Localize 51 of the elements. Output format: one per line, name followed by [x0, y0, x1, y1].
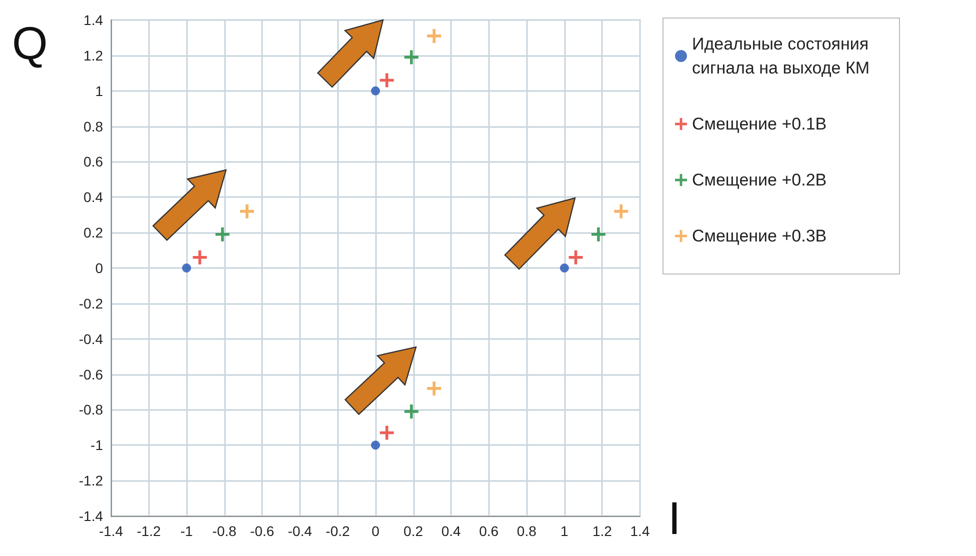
x-tick-label: 0.6 — [479, 523, 499, 539]
x-tick-label: 1.4 — [630, 523, 650, 539]
x-axis-title: I — [668, 492, 681, 544]
y-tick-label: -0.4 — [78, 330, 104, 347]
point — [404, 50, 418, 64]
y-tick-label: -1.2 — [78, 472, 104, 489]
x-tick-label: -1.2 — [136, 523, 162, 539]
point — [591, 227, 606, 242]
y-tick-label: 1 — [95, 82, 104, 99]
y-tick-label: -1.4 — [78, 508, 104, 524]
point — [380, 73, 394, 88]
x-tick-label: 0 — [372, 523, 380, 539]
point — [427, 28, 442, 43]
x-tick-label: 0.2 — [404, 523, 424, 539]
y-tick-label: 0 — [95, 260, 104, 276]
point — [192, 250, 207, 264]
x-tick-label: -0.6 — [250, 523, 274, 539]
x-tick-label: 1 — [560, 523, 569, 539]
x-tick-label: 0.8 — [516, 523, 537, 539]
point — [568, 250, 583, 264]
legend-label: Смещение +0.1В — [692, 114, 827, 134]
x-tick-label: 0.4 — [441, 523, 462, 539]
point — [215, 227, 230, 242]
y-axis-title: Q — [12, 17, 48, 69]
point — [240, 204, 254, 218]
y-tick-label: 1.4 — [84, 12, 104, 28]
y-tick-label: 0.4 — [84, 189, 104, 206]
point — [614, 204, 628, 218]
legend-label: Смещение +0.3В — [692, 226, 827, 246]
legend-label: Идеальные состояния сигнала на выходе КМ — [692, 34, 870, 78]
x-tick-label: -1 — [180, 523, 194, 539]
x-tick-label: -0.2 — [326, 523, 350, 539]
point — [371, 86, 380, 96]
point — [371, 440, 380, 450]
y-tick-label: -0.8 — [78, 402, 104, 418]
x-tick-label: -0.4 — [288, 523, 312, 539]
y-tick-label: -1 — [90, 437, 104, 454]
point — [182, 264, 192, 272]
y-tick-label: 0.6 — [84, 154, 104, 170]
legend-label: Смещение +0.2В — [692, 170, 827, 190]
x-tick-label: -0.8 — [212, 523, 237, 539]
y-tick-label: 0.2 — [84, 224, 104, 241]
point — [560, 264, 569, 272]
y-tick-label: 0.8 — [84, 118, 104, 134]
point — [404, 404, 418, 418]
y-tick-label: -0.2 — [78, 295, 104, 312]
point — [427, 381, 442, 396]
point — [380, 426, 394, 440]
y-tick-label: -0.6 — [78, 366, 104, 382]
x-tick-label: 1.2 — [592, 523, 612, 539]
y-tick-label: 1.2 — [84, 47, 104, 64]
